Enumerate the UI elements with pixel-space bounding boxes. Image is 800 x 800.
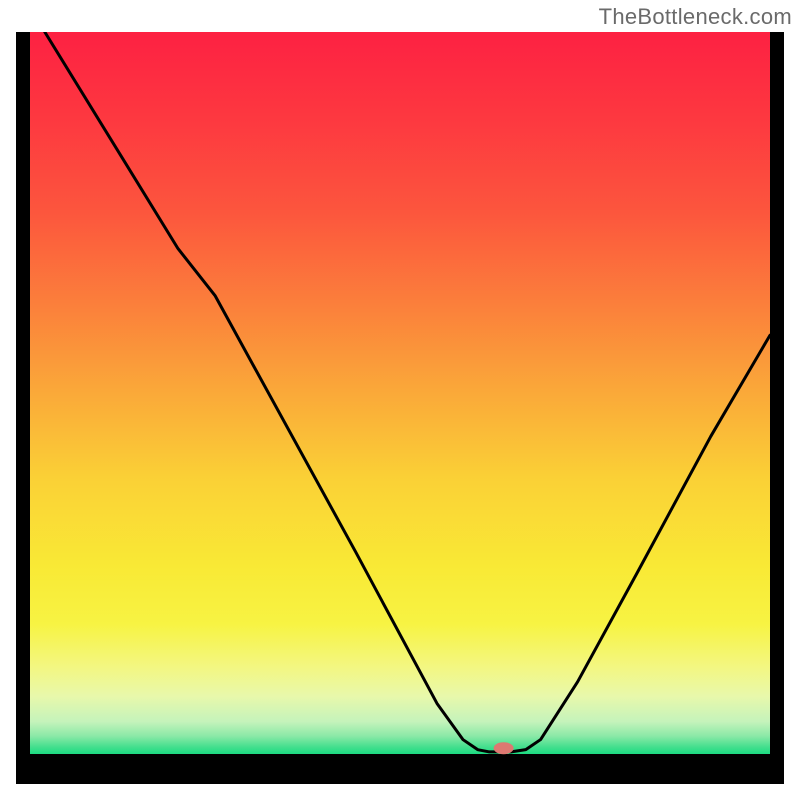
optimal-point-marker (494, 742, 514, 754)
plot-outer (16, 32, 784, 784)
gradient-background (30, 32, 770, 754)
watermark-text: TheBottleneck.com (599, 4, 792, 30)
plot-svg (16, 32, 784, 784)
chart-frame: TheBottleneck.com (0, 0, 800, 800)
